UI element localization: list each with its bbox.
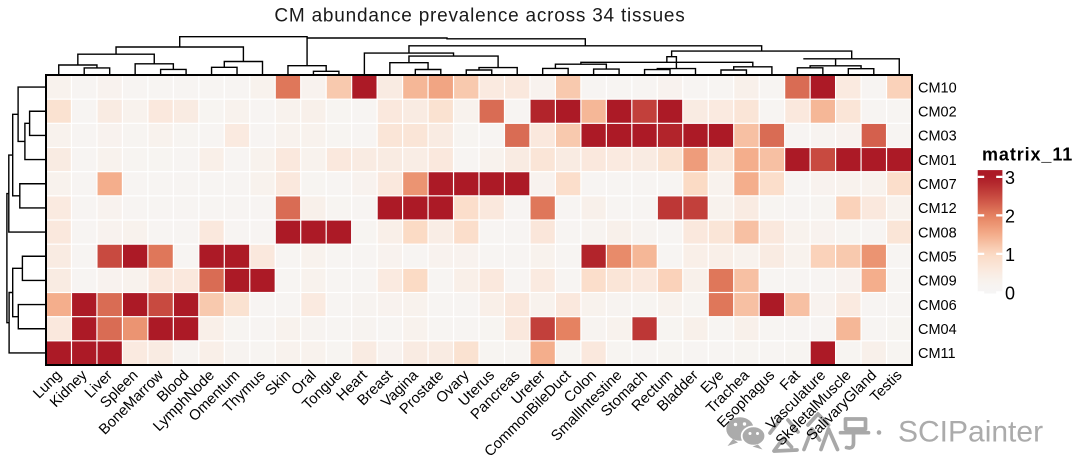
svg-text:SCIPainter: SCIPainter (898, 416, 1043, 449)
svg-text:CM09: CM09 (918, 274, 957, 290)
svg-text:1: 1 (1005, 245, 1015, 265)
svg-text:CM05: CM05 (918, 249, 957, 265)
svg-text:CM02: CM02 (918, 104, 957, 120)
svg-text:2: 2 (1005, 207, 1015, 227)
svg-text:CM12: CM12 (918, 201, 957, 217)
svg-text:CM03: CM03 (918, 129, 957, 145)
svg-text:CM01: CM01 (918, 153, 957, 169)
svg-text:CM04: CM04 (918, 322, 957, 338)
svg-text:matrix_11: matrix_11 (982, 145, 1073, 165)
svg-text:CM06: CM06 (918, 298, 957, 314)
svg-text:CM abundance prevalence across: CM abundance prevalence across 34 tissue… (274, 5, 685, 26)
svg-text:CM10: CM10 (918, 80, 957, 96)
svg-text:0: 0 (1005, 284, 1015, 304)
svg-text:CM11: CM11 (918, 346, 956, 362)
svg-text:CM08: CM08 (918, 225, 957, 241)
svg-text:3: 3 (1005, 168, 1015, 188)
svg-text:CM07: CM07 (918, 177, 957, 193)
